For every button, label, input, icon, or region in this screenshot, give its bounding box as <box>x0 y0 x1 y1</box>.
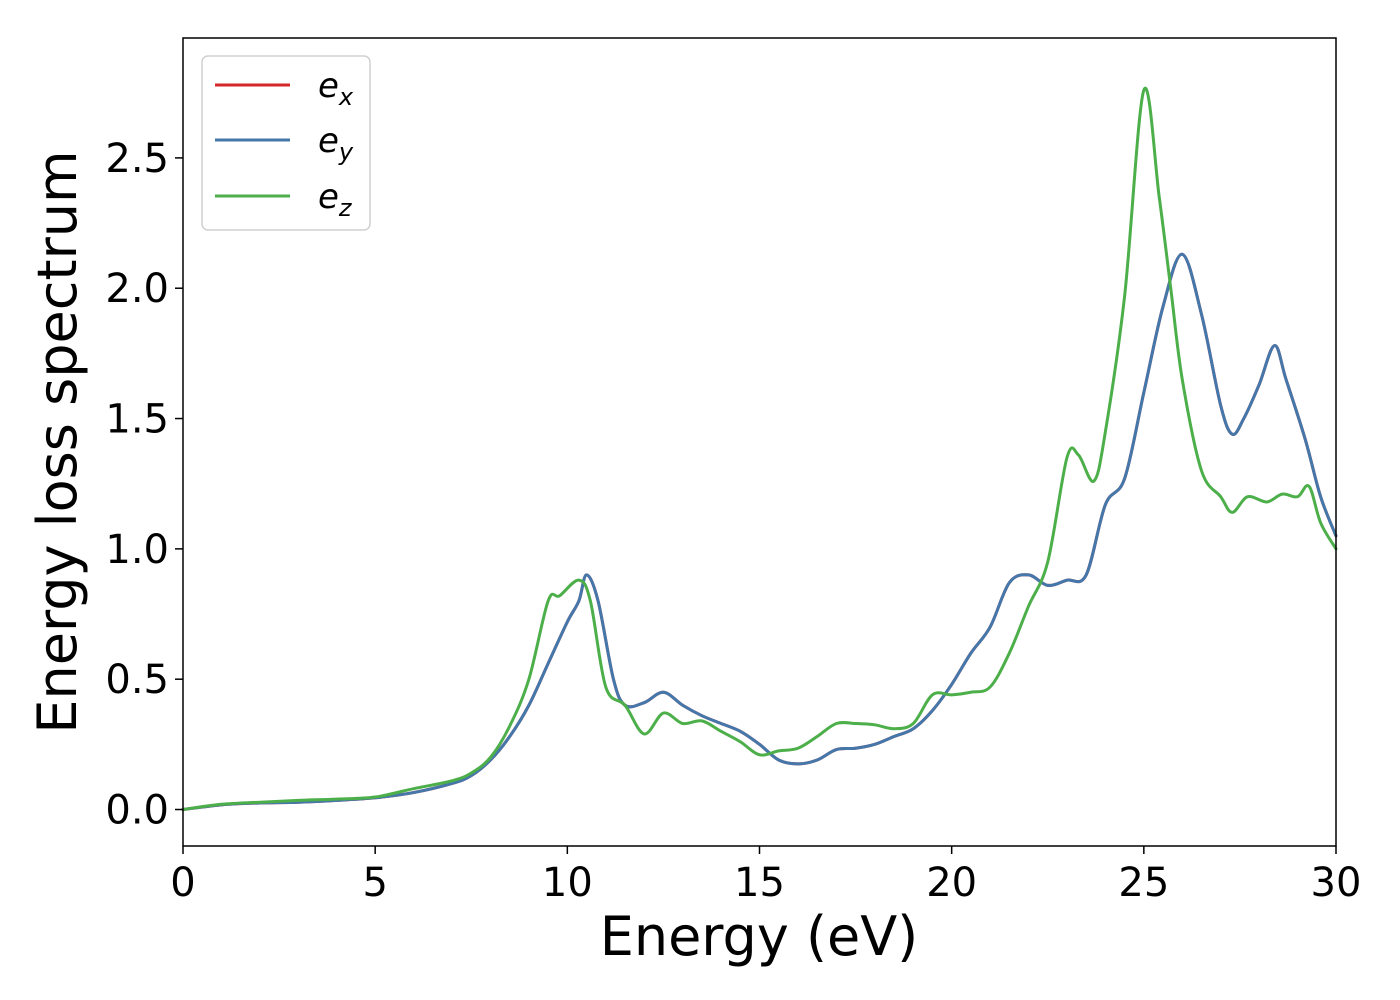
y-tick-label: 0.0 <box>105 788 169 834</box>
legend-label-ex: ex <box>318 66 354 111</box>
y-tick-label: 2.5 <box>105 136 169 182</box>
plot-background <box>183 38 1336 846</box>
x-tick-label: 10 <box>542 860 593 906</box>
x-tick-label: 15 <box>734 860 785 906</box>
y-tick-label: 0.5 <box>105 657 169 703</box>
series-layer <box>181 86 1338 812</box>
legend-label-ez: ez <box>318 177 353 222</box>
x-tick-label: 30 <box>1311 860 1362 906</box>
series-line-ey <box>181 252 1338 812</box>
x-axis-title: Energy (eV) <box>600 905 919 968</box>
x-tick-label: 25 <box>1118 860 1169 906</box>
y-axis-title: Energy loss spectrum <box>26 150 89 733</box>
x-tick-label: 5 <box>362 860 387 906</box>
y-tick-label: 1.5 <box>105 397 169 443</box>
y-axis: 0.0 0.5 1.0 1.5 2.0 2.5 <box>105 136 183 834</box>
x-tick-label: 0 <box>170 860 195 906</box>
legend-box <box>201 55 371 231</box>
x-tick-label: 20 <box>926 860 977 906</box>
legend-label-ey: ey <box>318 121 354 166</box>
y-tick-label: 1.0 <box>105 527 169 573</box>
legend: ex ey ez <box>201 55 371 231</box>
series-line-ez <box>181 86 1338 812</box>
y-tick-label: 2.0 <box>105 266 169 312</box>
x-axis: 0 5 10 15 20 25 30 <box>170 846 1361 906</box>
